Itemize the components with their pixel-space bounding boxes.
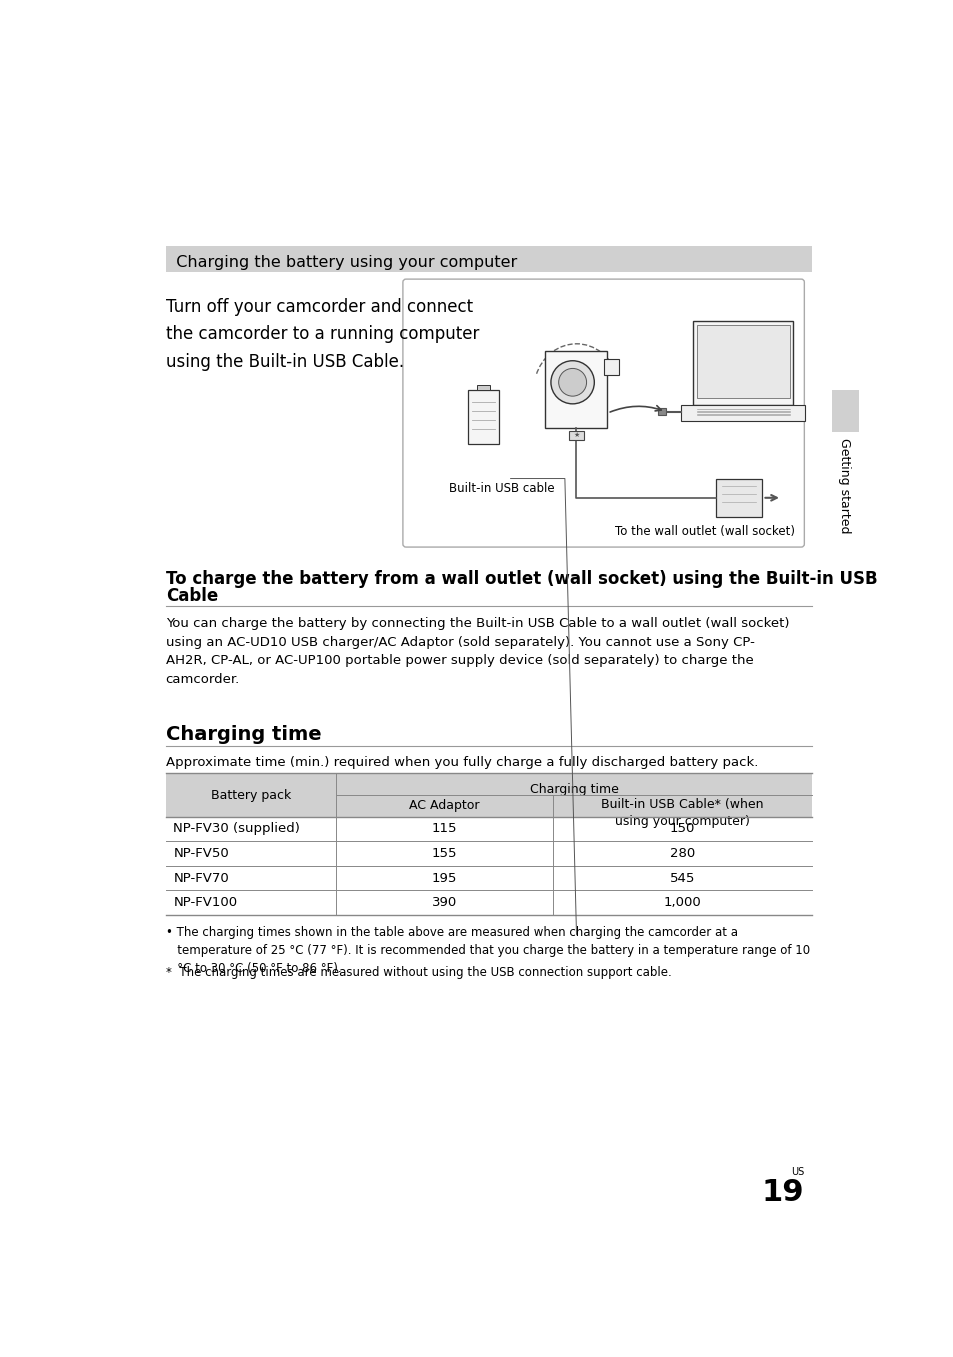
Text: ★: ★ — [573, 433, 579, 438]
Text: 1,000: 1,000 — [663, 897, 700, 909]
Text: US: US — [790, 1167, 803, 1177]
Text: 155: 155 — [432, 847, 457, 860]
Text: Built-in USB Cable* (when
using your computer): Built-in USB Cable* (when using your com… — [600, 798, 763, 828]
Text: 390: 390 — [432, 897, 456, 909]
Polygon shape — [545, 351, 607, 429]
Text: 115: 115 — [432, 822, 457, 836]
Text: 19: 19 — [760, 1178, 803, 1206]
Polygon shape — [696, 324, 789, 398]
Polygon shape — [476, 385, 489, 389]
Text: • The charging times shown in the table above are measured when charging the cam: • The charging times shown in the table … — [166, 925, 809, 974]
Polygon shape — [468, 389, 498, 444]
Text: Battery pack: Battery pack — [211, 788, 291, 802]
Text: Built-in USB cable: Built-in USB cable — [448, 482, 554, 495]
Text: You can charge the battery by connecting the Built-in USB Cable to a wall outlet: You can charge the battery by connecting… — [166, 617, 788, 685]
Polygon shape — [692, 320, 793, 406]
Text: Approximate time (min.) required when you fully charge a fully discharged batter: Approximate time (min.) required when yo… — [166, 756, 758, 768]
Text: 280: 280 — [669, 847, 695, 860]
Text: Cable: Cable — [166, 588, 218, 605]
Polygon shape — [680, 406, 804, 421]
Text: Getting started: Getting started — [838, 438, 850, 535]
FancyBboxPatch shape — [831, 389, 858, 433]
FancyBboxPatch shape — [166, 773, 811, 817]
Text: AC Adaptor: AC Adaptor — [409, 799, 479, 813]
Text: NP-FV50: NP-FV50 — [173, 847, 229, 860]
Text: To the wall outlet (wall socket): To the wall outlet (wall socket) — [615, 525, 795, 537]
Text: Charging time: Charging time — [166, 725, 321, 744]
FancyBboxPatch shape — [402, 280, 803, 547]
Text: 195: 195 — [432, 871, 456, 885]
Polygon shape — [568, 430, 583, 440]
FancyBboxPatch shape — [166, 246, 811, 273]
Polygon shape — [658, 407, 665, 415]
Circle shape — [550, 361, 594, 404]
Text: To charge the battery from a wall outlet (wall socket) using the Built-in USB: To charge the battery from a wall outlet… — [166, 570, 877, 588]
Text: Turn off your camcorder and connect
the camcorder to a running computer
using th: Turn off your camcorder and connect the … — [166, 297, 478, 372]
Text: NP-FV100: NP-FV100 — [173, 897, 237, 909]
Text: 545: 545 — [669, 871, 695, 885]
Polygon shape — [716, 479, 761, 517]
Polygon shape — [603, 360, 618, 375]
Text: NP-FV70: NP-FV70 — [173, 871, 229, 885]
Text: 150: 150 — [669, 822, 695, 836]
Text: NP-FV30 (supplied): NP-FV30 (supplied) — [173, 822, 300, 836]
Text: Charging time: Charging time — [529, 783, 618, 797]
Text: Charging the battery using your computer: Charging the battery using your computer — [166, 255, 517, 270]
Text: *  The charging times are measured without using the USB connection support cabl: * The charging times are measured withou… — [166, 966, 671, 978]
Circle shape — [558, 369, 586, 396]
